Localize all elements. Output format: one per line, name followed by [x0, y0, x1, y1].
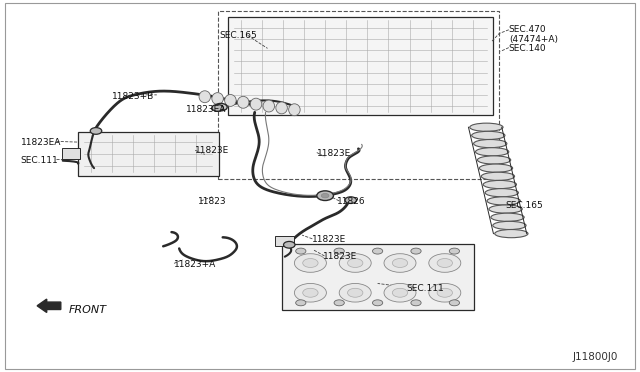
Ellipse shape: [481, 172, 515, 180]
Circle shape: [284, 241, 295, 248]
Circle shape: [334, 300, 344, 306]
Ellipse shape: [476, 148, 509, 156]
Text: SEC.111: SEC.111: [406, 284, 444, 293]
Circle shape: [437, 259, 452, 267]
Circle shape: [334, 248, 344, 254]
Circle shape: [296, 300, 306, 306]
Circle shape: [321, 193, 329, 198]
FancyBboxPatch shape: [282, 244, 474, 310]
Text: 11823E: 11823E: [317, 149, 351, 158]
Circle shape: [411, 300, 421, 306]
Circle shape: [214, 103, 227, 111]
Text: 11823EA: 11823EA: [20, 138, 61, 147]
Circle shape: [294, 283, 326, 302]
Circle shape: [339, 283, 371, 302]
Text: SEC.111: SEC.111: [20, 156, 58, 165]
Circle shape: [437, 288, 452, 297]
Ellipse shape: [276, 102, 287, 114]
Ellipse shape: [495, 230, 528, 238]
Text: 11823: 11823: [198, 197, 227, 206]
Ellipse shape: [472, 131, 505, 140]
Circle shape: [90, 128, 102, 134]
Ellipse shape: [493, 221, 526, 230]
Text: SEC.140: SEC.140: [509, 44, 547, 53]
Circle shape: [348, 259, 363, 267]
Ellipse shape: [212, 93, 223, 105]
Circle shape: [384, 283, 416, 302]
Ellipse shape: [477, 156, 511, 164]
Bar: [218, 11, 499, 179]
Bar: [62, 148, 80, 159]
Ellipse shape: [263, 100, 275, 112]
Circle shape: [303, 288, 318, 297]
Text: 11823+B: 11823+B: [112, 92, 154, 101]
Ellipse shape: [470, 123, 503, 131]
Bar: [275, 236, 294, 246]
Text: 11823E: 11823E: [195, 146, 230, 155]
Circle shape: [296, 248, 306, 254]
Circle shape: [294, 254, 326, 272]
Circle shape: [411, 248, 421, 254]
Text: FRONT: FRONT: [69, 305, 107, 314]
Circle shape: [345, 197, 356, 203]
Polygon shape: [37, 299, 61, 312]
Ellipse shape: [479, 164, 513, 172]
Ellipse shape: [485, 189, 518, 197]
Ellipse shape: [489, 205, 522, 213]
Text: SEC.165: SEC.165: [220, 31, 257, 40]
Text: 11826: 11826: [337, 197, 366, 206]
Text: 11823EA: 11823EA: [186, 105, 226, 114]
Ellipse shape: [199, 91, 211, 103]
Text: 11823E: 11823E: [323, 252, 358, 261]
Ellipse shape: [483, 180, 516, 189]
Circle shape: [317, 191, 333, 201]
Circle shape: [339, 254, 371, 272]
Circle shape: [392, 259, 408, 267]
Text: (47474+A): (47474+A): [509, 35, 558, 44]
Circle shape: [384, 254, 416, 272]
Ellipse shape: [250, 98, 262, 110]
Circle shape: [429, 283, 461, 302]
Ellipse shape: [474, 140, 507, 148]
FancyBboxPatch shape: [78, 132, 219, 176]
Text: J11800J0: J11800J0: [572, 352, 618, 362]
Ellipse shape: [491, 213, 524, 221]
Circle shape: [429, 254, 461, 272]
FancyBboxPatch shape: [228, 17, 493, 115]
Ellipse shape: [225, 94, 236, 106]
Circle shape: [449, 300, 460, 306]
Circle shape: [372, 248, 383, 254]
Circle shape: [372, 300, 383, 306]
Ellipse shape: [487, 197, 520, 205]
Text: SEC.470: SEC.470: [509, 25, 547, 34]
Text: SEC.165: SEC.165: [506, 201, 543, 210]
Ellipse shape: [289, 104, 300, 116]
Circle shape: [303, 259, 318, 267]
Ellipse shape: [237, 96, 249, 108]
Text: 11823+A: 11823+A: [174, 260, 216, 269]
Text: 11823E: 11823E: [312, 235, 347, 244]
Circle shape: [392, 288, 408, 297]
Circle shape: [212, 105, 223, 111]
Circle shape: [348, 288, 363, 297]
Circle shape: [449, 248, 460, 254]
